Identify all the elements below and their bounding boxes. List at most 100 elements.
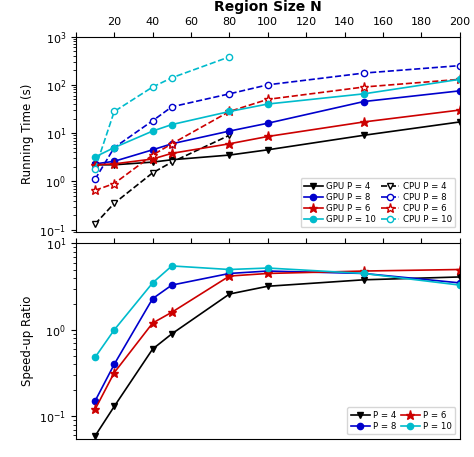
GPU P = 6 [457, 107, 463, 113]
Line: P = 6: P = 6 [91, 265, 465, 414]
CPU P = 8 [150, 118, 155, 123]
Line: P = 4: P = 4 [92, 274, 463, 439]
P = 8 [227, 271, 232, 276]
CPU P = 4 [92, 221, 98, 227]
CPU P = 8 [457, 63, 463, 69]
GPU P = 6 [92, 162, 98, 168]
P = 4 [150, 346, 155, 352]
P = 10 [361, 271, 366, 276]
GPU P = 4 [150, 159, 155, 165]
Line: CPU P = 4: CPU P = 4 [92, 132, 233, 227]
GPU P = 8 [265, 121, 271, 126]
GPU P = 8 [227, 128, 232, 134]
CPU P = 6 [227, 109, 232, 114]
GPU P = 4 [265, 147, 271, 153]
Line: CPU P = 8: CPU P = 8 [92, 63, 463, 182]
CPU P = 8 [227, 91, 232, 96]
Line: GPU P = 4: GPU P = 4 [92, 119, 463, 168]
GPU P = 10 [150, 128, 155, 134]
GPU P = 8 [457, 88, 463, 94]
GPU P = 6 [111, 161, 117, 167]
P = 6 [361, 268, 366, 274]
P = 6 [150, 320, 155, 326]
CPU P = 6 [265, 96, 271, 102]
Line: CPU P = 10: CPU P = 10 [92, 54, 233, 172]
P = 6 [169, 309, 174, 315]
GPU P = 6 [227, 141, 232, 147]
GPU P = 10 [111, 145, 117, 150]
CPU P = 8 [265, 82, 271, 88]
Line: P = 10: P = 10 [92, 263, 463, 361]
P = 10 [457, 282, 463, 288]
CPU P = 6 [361, 84, 366, 90]
GPU P = 4 [361, 133, 366, 138]
GPU P = 10 [169, 122, 174, 128]
GPU P = 4 [227, 152, 232, 158]
P = 8 [92, 399, 98, 404]
P = 10 [265, 266, 271, 271]
Y-axis label: Speed-up Ratio: Speed-up Ratio [20, 296, 34, 386]
P = 8 [111, 361, 117, 367]
P = 8 [361, 271, 366, 276]
CPU P = 10 [227, 54, 232, 59]
P = 10 [92, 355, 98, 360]
Line: CPU P = 6: CPU P = 6 [91, 75, 465, 195]
P = 10 [111, 327, 117, 333]
Line: GPU P = 8: GPU P = 8 [92, 88, 463, 167]
P = 4 [265, 283, 271, 289]
P = 10 [227, 267, 232, 272]
P = 6 [111, 370, 117, 375]
P = 8 [150, 296, 155, 301]
Y-axis label: Running Time (s): Running Time (s) [20, 84, 34, 184]
CPU P = 6 [111, 181, 117, 186]
GPU P = 4 [457, 119, 463, 125]
CPU P = 4 [111, 201, 117, 206]
P = 4 [111, 404, 117, 409]
CPU P = 4 [227, 133, 232, 138]
GPU P = 6 [361, 119, 366, 125]
P = 10 [169, 263, 174, 269]
GPU P = 8 [92, 161, 98, 167]
P = 6 [227, 273, 232, 279]
CPU P = 10 [169, 75, 174, 80]
P = 4 [169, 331, 174, 337]
GPU P = 10 [361, 91, 366, 96]
CPU P = 6 [457, 77, 463, 82]
Legend: GPU P = 4, GPU P = 8, GPU P = 6, GPU P = 10, CPU P = 4, CPU P = 8, CPU P = 6, CP: GPU P = 4, GPU P = 8, GPU P = 6, GPU P =… [301, 178, 456, 228]
P = 6 [457, 267, 463, 272]
CPU P = 8 [361, 70, 366, 76]
GPU P = 10 [265, 101, 271, 107]
CPU P = 4 [169, 159, 174, 165]
GPU P = 10 [92, 154, 98, 159]
Line: GPU P = 10: GPU P = 10 [92, 76, 463, 160]
GPU P = 4 [111, 162, 117, 168]
P = 8 [457, 280, 463, 286]
GPU P = 8 [150, 147, 155, 153]
GPU P = 6 [265, 134, 271, 139]
P = 6 [265, 271, 271, 276]
CPU P = 10 [150, 84, 155, 90]
Line: P = 8: P = 8 [92, 268, 463, 404]
GPU P = 8 [169, 141, 174, 147]
GPU P = 4 [92, 162, 98, 168]
GPU P = 4 [169, 157, 174, 163]
GPU P = 8 [111, 159, 117, 164]
P = 4 [227, 291, 232, 297]
P = 4 [457, 274, 463, 280]
CPU P = 6 [169, 141, 174, 147]
CPU P = 10 [92, 166, 98, 172]
P = 4 [92, 433, 98, 439]
P = 10 [150, 280, 155, 286]
CPU P = 6 [92, 188, 98, 193]
Line: GPU P = 6: GPU P = 6 [91, 106, 465, 169]
X-axis label: Region Size N: Region Size N [214, 0, 322, 14]
CPU P = 8 [92, 176, 98, 182]
GPU P = 6 [150, 156, 155, 162]
P = 8 [169, 282, 174, 288]
GPU P = 6 [169, 151, 174, 156]
CPU P = 8 [169, 104, 174, 110]
Legend: P = 4, P = 8, P = 6, P = 10: P = 4, P = 8, P = 6, P = 10 [347, 407, 456, 435]
GPU P = 10 [227, 109, 232, 114]
GPU P = 10 [457, 77, 463, 82]
GPU P = 8 [361, 99, 366, 104]
